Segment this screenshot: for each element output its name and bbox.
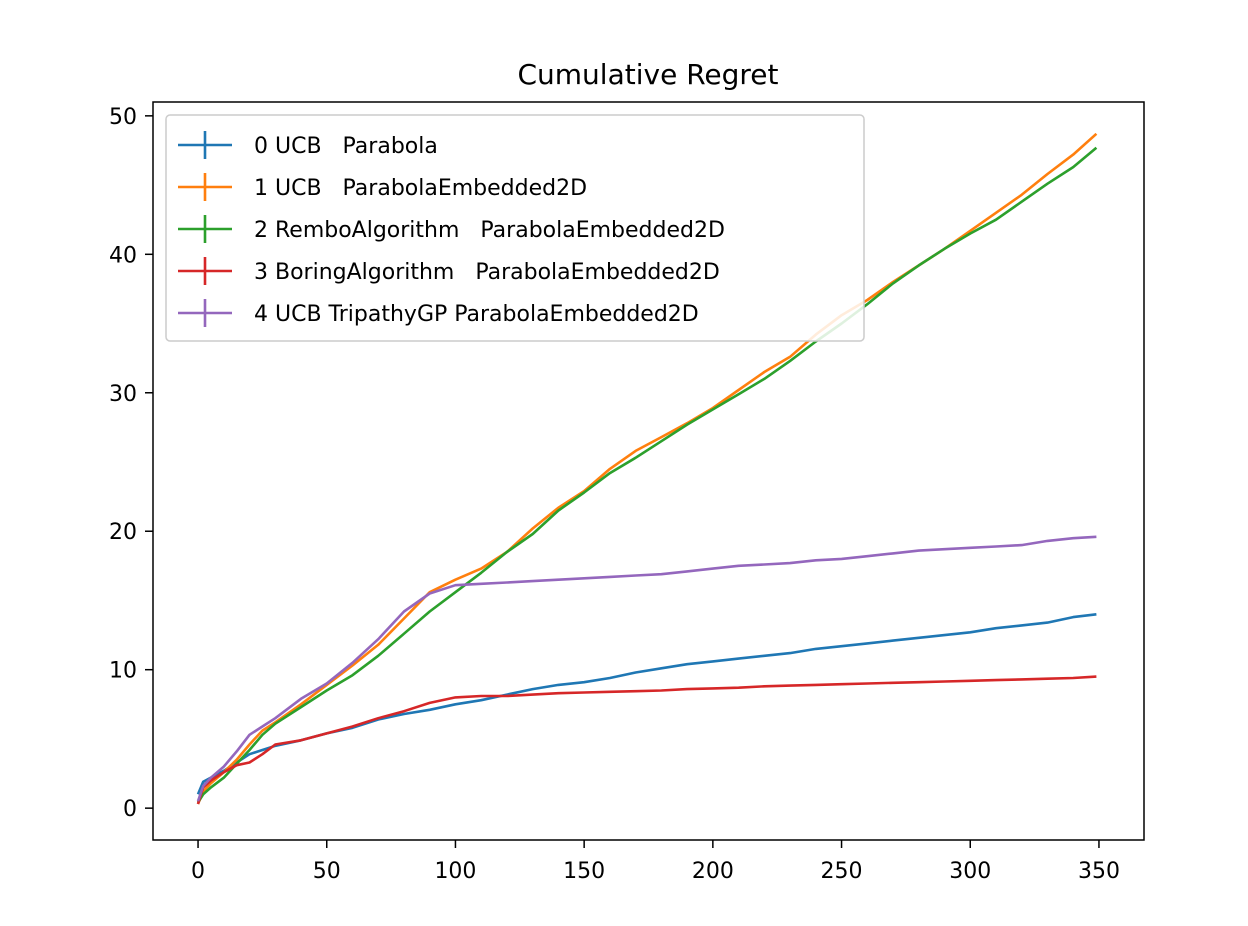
- x-axis-ticks: 0 50 100 150 200 250 300 350: [191, 840, 1120, 884]
- x-tick-label: 50: [313, 859, 341, 884]
- legend-label: 4 UCB TripathyGP ParabolaEmbedded2D: [254, 302, 699, 327]
- legend-box: [165, 114, 865, 342]
- y-axis-ticks: 0 10 20 30 40 50: [109, 105, 153, 822]
- series-line-0: [196, 613, 1097, 795]
- legend-item: 3 BoringAlgorithm ParabolaEmbedded2D: [178, 257, 720, 285]
- legend-item: 1 UCB ParabolaEmbedded2D: [178, 173, 587, 201]
- y-tick-label: 20: [109, 520, 137, 545]
- x-tick-label: 0: [191, 859, 205, 884]
- x-tick-label: 100: [434, 859, 476, 884]
- legend-label: 0 UCB Parabola: [254, 134, 438, 159]
- x-tick-label: 200: [692, 859, 734, 884]
- y-tick-label: 10: [109, 659, 137, 684]
- legend-item: 2 RemboAlgorithm ParabolaEmbedded2D: [178, 215, 725, 243]
- legend: 0 UCB Parabola 1 UCB ParabolaEmbedded2D 2 …: [165, 114, 865, 342]
- x-tick-label: 250: [821, 859, 863, 884]
- series-line-4: [196, 535, 1097, 802]
- legend-label: 1 UCB ParabolaEmbedded2D: [254, 176, 587, 201]
- y-tick-label: 40: [109, 243, 137, 268]
- y-tick-label: 50: [109, 105, 137, 130]
- y-tick-label: 0: [123, 797, 137, 822]
- x-tick-label: 350: [1078, 859, 1120, 884]
- x-tick-label: 300: [949, 859, 991, 884]
- series-line-2: [196, 146, 1098, 804]
- legend-label: 2 RemboAlgorithm ParabolaEmbedded2D: [254, 218, 725, 243]
- series-line-3: [196, 675, 1097, 805]
- series-layer: [196, 132, 1098, 805]
- y-tick-label: 30: [109, 382, 137, 407]
- chart-title: Cumulative Regret: [517, 58, 778, 91]
- legend-item: 4 UCB TripathyGP ParabolaEmbedded2D: [178, 299, 699, 327]
- x-tick-label: 150: [563, 859, 605, 884]
- legend-item: 0 UCB Parabola: [178, 131, 438, 159]
- axes-frame: [152, 101, 1145, 841]
- legend-label: 3 BoringAlgorithm ParabolaEmbedded2D: [254, 260, 720, 285]
